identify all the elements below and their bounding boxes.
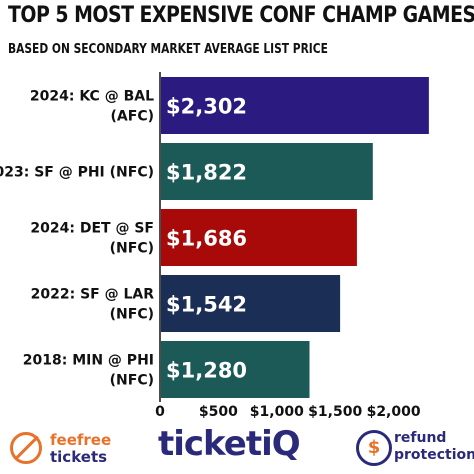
x-tick-label-2: $1,000 [250, 404, 304, 420]
bar-4 [161, 341, 310, 398]
category-label-4-line-0: 2018: MIN @ PHI [23, 353, 154, 369]
category-label-0-line-1: (AFC) [111, 109, 154, 125]
bar-value-label-3: $1,542 [166, 293, 247, 317]
category-label-2-line-0: 2024: DET @ SF [30, 221, 154, 237]
bar-value-label-4: $1,280 [166, 359, 247, 383]
bar-1 [161, 143, 373, 200]
refund-line2: protection [394, 447, 474, 463]
category-label-2-line-1: (NFC) [110, 241, 154, 257]
category-label-1-line-0: 2023: SF @ PHI (NFC) [0, 165, 154, 181]
no-fees-icon [10, 432, 42, 464]
bar-0 [161, 77, 429, 134]
footer: feefree tickets ticketiQ $ refund protec… [0, 422, 474, 474]
bar-value-label-0: $2,302 [166, 95, 247, 119]
category-label-4-line-1: (NFC) [110, 373, 154, 389]
bar-3 [161, 275, 341, 332]
bar-chart: $2,302 $1,822 $1,686 $1,542 $1,280 2024: KC … [0, 72, 429, 420]
x-tick-label-1: $500 [199, 404, 238, 420]
bar-2 [161, 209, 357, 266]
chart-title: TOP 5 MOST EXPENSIVE CONF CHAMP GAMES [8, 3, 474, 28]
bar-value-label-2: $1,686 [166, 227, 247, 251]
feefree-tickets-logo[interactable]: feefree tickets [10, 428, 140, 468]
refund-protection-logo[interactable]: $ refund protection [356, 428, 474, 468]
dollar-shield-icon: $ [356, 430, 392, 466]
category-label-0-line-0: 2024: KC @ BAL [30, 89, 154, 105]
x-tick-label-3: $1,500 [308, 404, 362, 420]
feefree-line2: tickets [50, 448, 108, 466]
feefree-line1: feefree [50, 431, 112, 449]
refund-line1: refund [394, 430, 447, 446]
category-label-3-line-1: (NFC) [110, 307, 154, 323]
x-tick-label-0: 0 [155, 404, 165, 420]
x-tick-label-4: $2,000 [367, 404, 421, 420]
ticketiq-logo[interactable]: ticketiQ [158, 424, 301, 464]
bar-value-label-1: $1,822 [166, 161, 247, 185]
category-label-3-line-0: 2022: SF @ LAR [31, 287, 155, 303]
chart-subtitle: BASED ON SECONDARY MARKET AVERAGE LIST P… [8, 42, 328, 57]
